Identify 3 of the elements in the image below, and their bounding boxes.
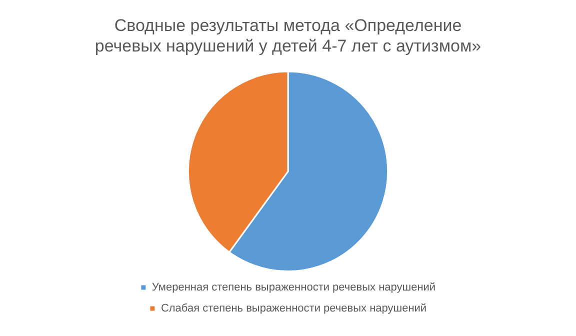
chart-title: Сводные результаты метода «Определение речевых нарушений у детей 4-7 лет с аутизмом»	[94, 16, 482, 56]
legend-label: Умеренная степень выраженности речевых нарушений	[152, 282, 436, 294]
legend-label: Слабая степень выраженности речевых нарушений	[160, 302, 427, 315]
